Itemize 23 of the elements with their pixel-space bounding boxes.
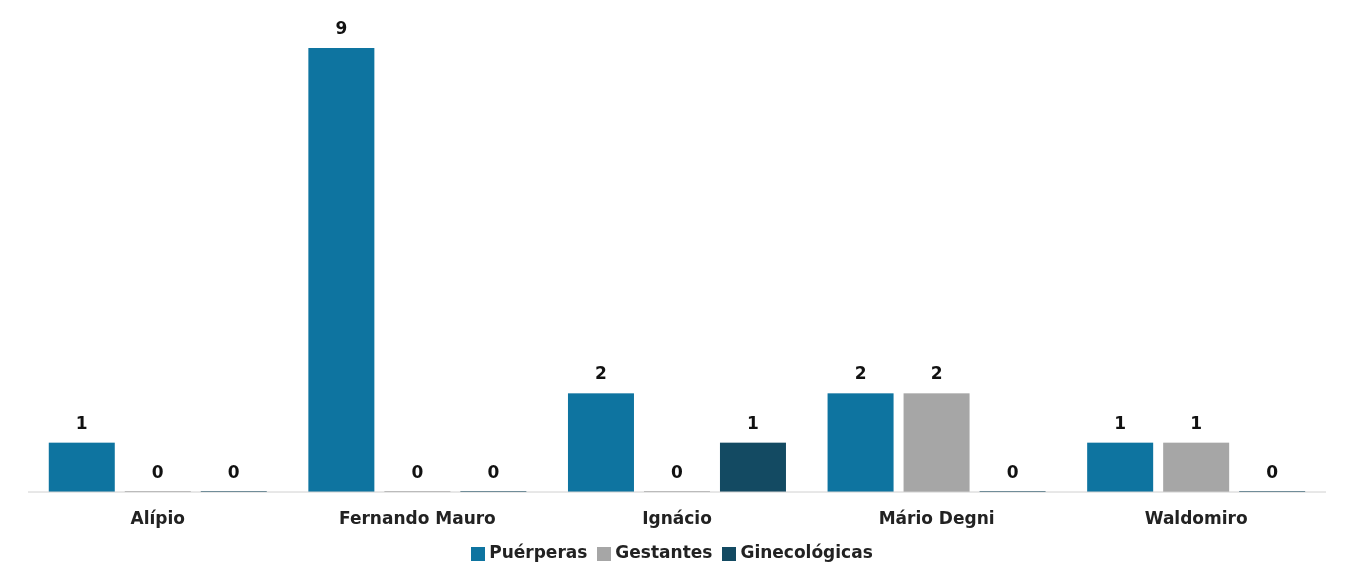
data-label: 1 xyxy=(1114,412,1127,433)
data-label: 0 xyxy=(151,462,164,482)
data-label: 9 xyxy=(335,18,348,38)
data-label: 1 xyxy=(75,412,88,433)
data-label: 0 xyxy=(487,462,500,482)
data-label: 1 xyxy=(1190,412,1203,433)
x-tick-label: Ignácio xyxy=(642,508,712,529)
legend-label: Ginecológicas xyxy=(740,542,873,562)
data-label: 1 xyxy=(747,412,759,433)
data-label: 0 xyxy=(1006,462,1019,482)
data-label: 2 xyxy=(595,363,607,384)
legend-label: Puérperas xyxy=(489,542,588,562)
x-tick-label: Waldomiro xyxy=(1144,508,1248,529)
data-label: 0 xyxy=(1266,462,1279,482)
x-tick-label: Fernando Mauro xyxy=(338,508,496,529)
data-label: 0 xyxy=(227,462,240,482)
x-tick-label: Alípio xyxy=(130,508,186,529)
data-label: 0 xyxy=(671,462,684,482)
data-label: 2 xyxy=(930,363,943,384)
legend-label: Gestantes xyxy=(615,542,713,562)
x-tick-label: Mário Degni xyxy=(878,508,995,529)
data-label: 0 xyxy=(411,462,424,482)
data-label: 2 xyxy=(854,363,867,384)
